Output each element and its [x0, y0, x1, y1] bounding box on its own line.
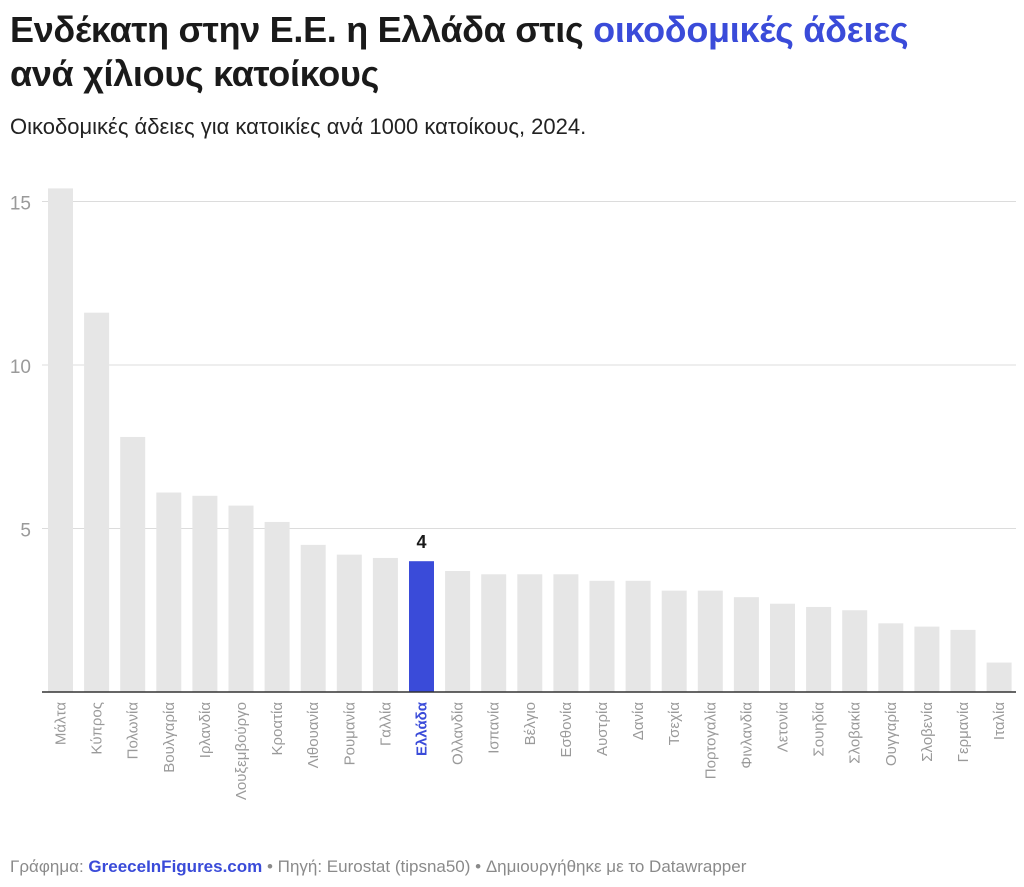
- x-tick-label: Σουηδία: [811, 702, 828, 757]
- footer: Γράφημα: GreeceInFigures.com • Πηγή: Eur…: [10, 855, 746, 879]
- x-tick-label: Ισπανία: [486, 702, 503, 754]
- x-tick-label: Βέλγιο: [522, 702, 539, 745]
- footer-brand-link[interactable]: GreeceInFigures.com: [88, 857, 263, 876]
- bar: [372, 557, 398, 692]
- x-tick-label: Λιθουανία: [305, 702, 322, 769]
- bar-chart: 5 10 15 Μάλτα Κύπρος Πολωνία Βουλγαρία Ιρλανδία…: [10, 188, 1016, 800]
- bar: [661, 590, 687, 692]
- bar: [589, 580, 615, 692]
- bar-highlight: [409, 561, 434, 692]
- bar: [986, 662, 1012, 692]
- bar: [264, 521, 290, 692]
- bar: [914, 626, 940, 692]
- x-tick-label: Κύπρος: [89, 702, 106, 755]
- x-tick-label: Ολλανδία: [450, 702, 467, 765]
- bar: [336, 554, 362, 692]
- x-tick-label: Βουλγαρία: [161, 702, 178, 773]
- bar: [878, 623, 904, 692]
- bar: [192, 495, 218, 692]
- title-highlight: οικοδομικές άδειες: [593, 9, 909, 50]
- bar: [625, 580, 651, 692]
- y-tick-label: 10: [10, 357, 31, 378]
- x-tick-label: Ρουμανία: [341, 702, 358, 766]
- footer-graph-label: Γράφημα:: [10, 857, 89, 876]
- chart-title: Ενδέκατη στην Ε.Ε. η Ελλάδα στις οικοδομ…: [10, 8, 1010, 96]
- bar: [950, 629, 976, 692]
- bar: [697, 590, 723, 692]
- y-tick-label: 15: [10, 194, 31, 215]
- x-tick-label: Κροατία: [269, 702, 286, 756]
- title-part1: Ενδέκατη στην Ε.Ε. η Ελλάδα στις: [10, 9, 594, 50]
- y-tick-label: 5: [20, 521, 31, 542]
- bar: [84, 312, 110, 692]
- x-tick-label: Σλοβακία: [847, 702, 864, 764]
- bar: [481, 574, 507, 692]
- x-tick-label: Τσεχία: [666, 702, 683, 746]
- x-tick-label: Λουξεμβούργο: [233, 702, 250, 800]
- x-tick-label: Αυστρία: [594, 702, 611, 756]
- bar: [228, 505, 254, 692]
- x-tick-label: Λετονία: [775, 702, 792, 753]
- x-tick-label: Δανία: [630, 702, 647, 741]
- bar: [48, 188, 73, 693]
- x-tick-label: Ελλάδα: [414, 701, 431, 756]
- x-tick-label: Γερμανία: [955, 702, 972, 763]
- bar: [842, 610, 868, 692]
- bar: [156, 492, 182, 692]
- x-tick-label: Πολωνία: [125, 702, 142, 760]
- x-tick-label: Σλοβενία: [919, 702, 936, 762]
- bar: [806, 606, 832, 692]
- title-part2: ανά χίλιους κατοίκους: [10, 53, 380, 94]
- x-tick-label: Πορτογαλία: [702, 702, 719, 780]
- chart-subtitle: Οικοδομικές άδειες για κατοικίες ανά 100…: [10, 114, 587, 139]
- footer-source: • Πηγή: Eurostat (tipsna50) • Δημιουργήθ…: [262, 857, 747, 876]
- bar: [300, 544, 326, 692]
- x-tick-label: Ουγγαρία: [883, 702, 900, 766]
- x-tick-label: Μάλτα: [53, 702, 70, 745]
- x-tick-label: Εσθονία: [558, 702, 575, 758]
- x-tick-label: Ιταλία: [991, 702, 1008, 740]
- x-tick-label: Ιρλανδία: [197, 702, 214, 759]
- data-label: 4: [416, 532, 426, 552]
- bar: [120, 436, 146, 692]
- bar: [770, 603, 795, 692]
- x-tick-label: Φινλανδία: [738, 702, 755, 769]
- x-tick-label: Γαλλία: [377, 702, 394, 746]
- bar: [553, 574, 579, 692]
- bar: [517, 574, 543, 692]
- bar: [733, 597, 759, 692]
- bar: [445, 571, 471, 692]
